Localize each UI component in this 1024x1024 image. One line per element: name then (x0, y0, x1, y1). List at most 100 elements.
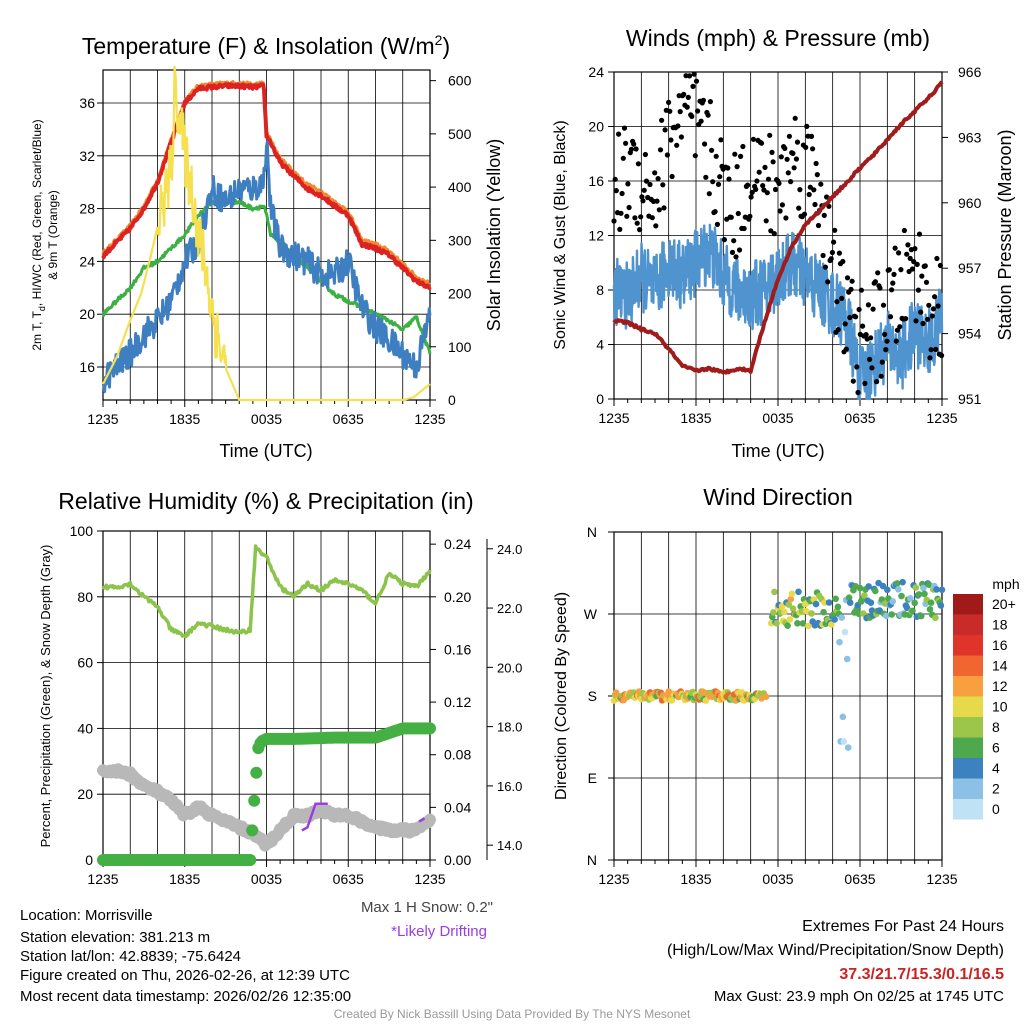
panel2-gust-point (725, 165, 731, 171)
panel2-gust-point (703, 174, 709, 180)
panel2-gust-point (684, 104, 690, 110)
panel2-gust-point (669, 173, 675, 180)
panel4-direction-point (915, 591, 923, 598)
panel2-gust-point (848, 286, 854, 292)
panel2-gust-point (691, 71, 697, 77)
panel4-ytick-label: W (584, 606, 598, 622)
panel2-ytick-label: 16 (588, 173, 604, 189)
panel1-ylabel-rest: , HI/WC (Red, Green, Scarlet/Blue) (30, 119, 44, 306)
panel2-gust-point (820, 252, 826, 259)
panel2-gust-point (892, 245, 898, 251)
panel4-direction-point (926, 606, 934, 613)
panel4-xtick-label: 1235 (598, 871, 629, 887)
panel2-ytick-right-label: 960 (958, 195, 982, 211)
panel2-gust-point (647, 181, 653, 188)
panel2-gust-point (625, 181, 631, 187)
panel2-gust-point (710, 179, 716, 185)
panel2-gust-point (783, 215, 789, 221)
panel1-ytick-right-label: 500 (448, 126, 472, 142)
panel4-legend-label: 0 (992, 801, 1000, 817)
panel2-gust-point (728, 214, 734, 220)
panel2-gust-point (843, 346, 849, 352)
panel2-gust-point (855, 389, 861, 396)
panel3-ytick-precip-label: 0.04 (444, 799, 471, 815)
panel2-gust-point (889, 287, 895, 293)
panel3-series-rh (101, 544, 432, 639)
panel2-gust-point (790, 150, 796, 156)
panel1-ytick-label: 24 (79, 253, 95, 269)
panel2-gust-point (878, 373, 884, 379)
panel4-legend-swatch (953, 799, 983, 820)
panel2-gust-point (634, 220, 640, 226)
panel2-gust-point (776, 180, 782, 186)
panel2-gust-point (880, 302, 887, 308)
panel2-gust-point (714, 221, 721, 227)
panel2-gust-point (706, 191, 712, 197)
panel3-series-drift (301, 802, 426, 832)
panel1-xtick-label: 0035 (251, 411, 282, 427)
panel2-gust-point (637, 227, 643, 233)
panel4-legend-label: 4 (992, 760, 1000, 776)
panel2-gust-point (657, 147, 664, 153)
panel4-direction-point (836, 638, 843, 646)
panel2-gust-point (772, 186, 779, 193)
panel2-gust-point (612, 176, 618, 182)
panel4-direction-point (794, 620, 801, 627)
panel4-direction-point (861, 592, 868, 599)
panel2-gust-point (689, 113, 695, 119)
panel4-legend-swatch (953, 655, 983, 676)
panel4-direction-point (844, 744, 852, 751)
panel4-direction-point (912, 584, 920, 591)
panel2-gust-point (856, 306, 862, 313)
panel2-gust-point (623, 140, 629, 146)
panel4-legend-label: 20+ (992, 596, 1016, 612)
panel2-gust-point (653, 223, 659, 229)
panel4-legend-label: 12 (992, 678, 1008, 694)
panel2-gust-point (675, 123, 681, 129)
panel4-legend-label: 6 (992, 740, 1000, 756)
panel3-xtick-label: 1835 (169, 871, 200, 887)
panel2-ytick-label: 4 (596, 337, 604, 353)
panel1-xtick-label: 1235 (87, 411, 118, 427)
panel3-ytick-snow-label: 24.0 (497, 542, 522, 557)
panel4-direction-point (872, 587, 879, 595)
panel3-ytick-label: 100 (70, 523, 94, 539)
panel2-gust-point (635, 161, 642, 167)
panel2-gust-point (765, 176, 772, 182)
panel2-gust-point (769, 149, 775, 155)
panel4-legend-label: 8 (992, 719, 1000, 735)
panel1-ytick-right-label: 100 (448, 339, 472, 355)
panel1-ylabel-line1: 2m T, Td, HI/WC (Red, Green, Scarlet/Blu… (30, 119, 47, 350)
panel4-legend-swatch (953, 696, 983, 717)
panel1-ylabel-right: Solar Insolation (Yellow) (484, 139, 504, 331)
panel4-legend-swatch (953, 614, 983, 635)
panel4-direction-point (838, 614, 845, 621)
panel2-gust-point (909, 266, 916, 272)
panel3-xtick-label: 0635 (333, 871, 364, 887)
panel4-direction-point (920, 584, 927, 592)
panel4-ylabel-left: Direction (Colored By Speed) (553, 592, 570, 800)
panel4-direction-point (825, 599, 833, 606)
panel4-direction-point (879, 582, 887, 590)
panel2-xtick-label: 1835 (680, 410, 711, 426)
panel2-gust-point (875, 270, 881, 276)
panel2-gust-point (632, 215, 638, 221)
panel2-gust-point (847, 314, 853, 321)
panel2-gust-point (834, 299, 840, 305)
panel2-gust-point (811, 187, 817, 193)
panel2-gust-point (905, 242, 911, 248)
panel4-legend-label: 14 (992, 658, 1008, 674)
panel4-direction-point (911, 599, 918, 607)
panel4-direction-point (812, 600, 820, 608)
panel2-gust-point (877, 285, 883, 291)
panel1-ytick-label: 28 (79, 201, 95, 217)
panel2-gust-point (709, 147, 715, 153)
panel4-direction-point (770, 609, 777, 616)
panel2-gust-point (754, 178, 760, 184)
panel4-direction-point (899, 578, 906, 586)
panel2-gust-point (903, 316, 909, 322)
panel2-gust-point (626, 204, 632, 211)
panel2-gust-point (621, 125, 628, 131)
panel4-direction-point (771, 588, 778, 596)
panel4-direction-point (773, 620, 780, 627)
